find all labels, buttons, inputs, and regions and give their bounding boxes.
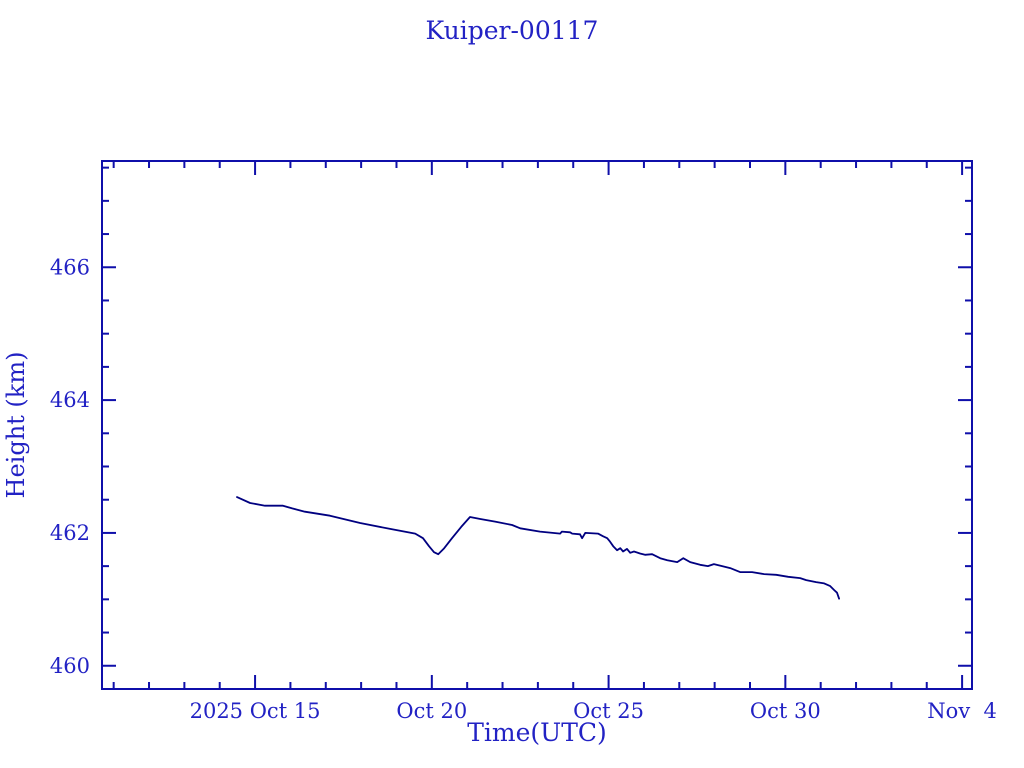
y-tick-label: 464 [50, 388, 90, 412]
plot-frame [101, 160, 973, 690]
x-axis-title: Time(UTC) [467, 718, 607, 747]
y-tick-labels: 460 462 464 466 [50, 255, 90, 677]
x-tick-labels: 2025 Oct 15 Oct 20 Oct 25 Oct 30 Nov 4 [190, 699, 997, 723]
x-tick-label: 2025 Oct 15 [190, 699, 321, 723]
x-tick-label: Oct 20 [396, 699, 467, 723]
x-tick-label: Oct 30 [750, 699, 821, 723]
chart-title: Kuiper-00117 [426, 16, 599, 45]
x-tick-label: Oct 25 [573, 699, 644, 723]
y-tick-label: 460 [50, 654, 90, 678]
y-tick-label: 466 [50, 255, 90, 279]
y-tick-label: 462 [50, 521, 90, 545]
axis-ticks [102, 161, 972, 689]
height-series-line [236, 496, 840, 600]
y-axis-title: Height (km) [2, 352, 30, 499]
x-tick-label: Nov 4 [927, 699, 997, 723]
plot-border [101, 160, 973, 690]
